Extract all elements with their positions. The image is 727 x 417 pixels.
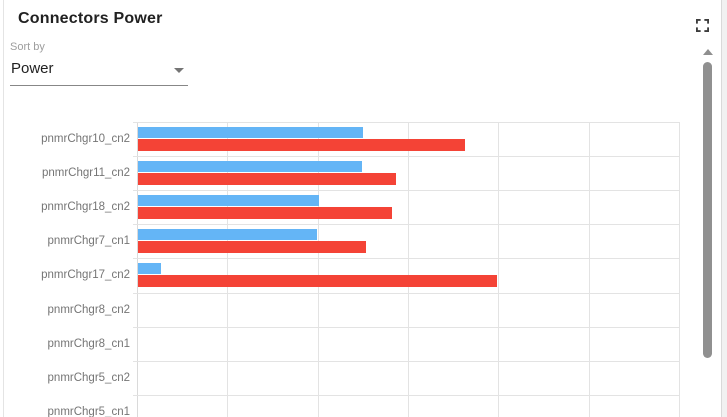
bar-blue (138, 195, 319, 207)
bar-red (138, 275, 497, 288)
category-label: pnmrChgr8_cn2 (47, 303, 130, 316)
scrollbar-thumb[interactable] (703, 62, 712, 358)
sort-by-label: Sort by (10, 41, 45, 53)
category-label: pnmrChgr8_cn1 (47, 337, 130, 350)
y-axis-line (137, 122, 138, 417)
bar-chart: pnmrChgr10_cn2 pnmrChgr11_cn2 pnmrChgr18_c… (0, 122, 720, 417)
bar-blue (138, 263, 161, 275)
category-label: pnmrChgr7_cn1 (47, 235, 130, 248)
bar-blue (138, 229, 317, 241)
gridline (588, 122, 590, 417)
row-separator (133, 258, 680, 260)
category-label: pnmrChgr17_cn2 (41, 269, 130, 282)
fullscreen-button[interactable] (696, 19, 709, 32)
category-label: pnmrChgr5_cn1 (47, 405, 130, 417)
outer-scrollbar-track (721, 0, 727, 417)
category-label: pnmrChgr5_cn2 (47, 371, 130, 384)
gridline (227, 122, 229, 417)
category-label: pnmrChgr11_cn2 (41, 167, 130, 180)
chevron-down-icon (174, 68, 184, 73)
row-separator (133, 156, 680, 158)
sort-select[interactable]: Power (10, 54, 188, 86)
bar-blue (138, 161, 363, 173)
bar-red (138, 207, 392, 220)
card-left-border (3, 0, 4, 417)
fullscreen-icon (696, 19, 709, 32)
category-label: pnmrChgr18_cn2 (41, 201, 130, 214)
bar-red (138, 173, 397, 186)
gridline (407, 122, 409, 417)
bar-red (138, 139, 465, 151)
page-title: Connectors Power (18, 10, 163, 27)
row-separator (133, 122, 680, 123)
bar-red (138, 241, 366, 254)
row-separator (133, 292, 680, 294)
sort-select-value: Power (11, 60, 54, 77)
gridline (498, 122, 500, 417)
row-separator (133, 360, 680, 362)
category-label: pnmrChgr10_cn2 (41, 133, 130, 146)
bar-blue (138, 127, 363, 138)
scrollbar-up-icon[interactable] (703, 49, 713, 55)
gridline (678, 122, 680, 417)
row-separator (133, 394, 680, 396)
row-separator (133, 190, 680, 192)
gridline (317, 122, 319, 417)
row-separator (133, 224, 680, 226)
row-separator (133, 326, 680, 328)
